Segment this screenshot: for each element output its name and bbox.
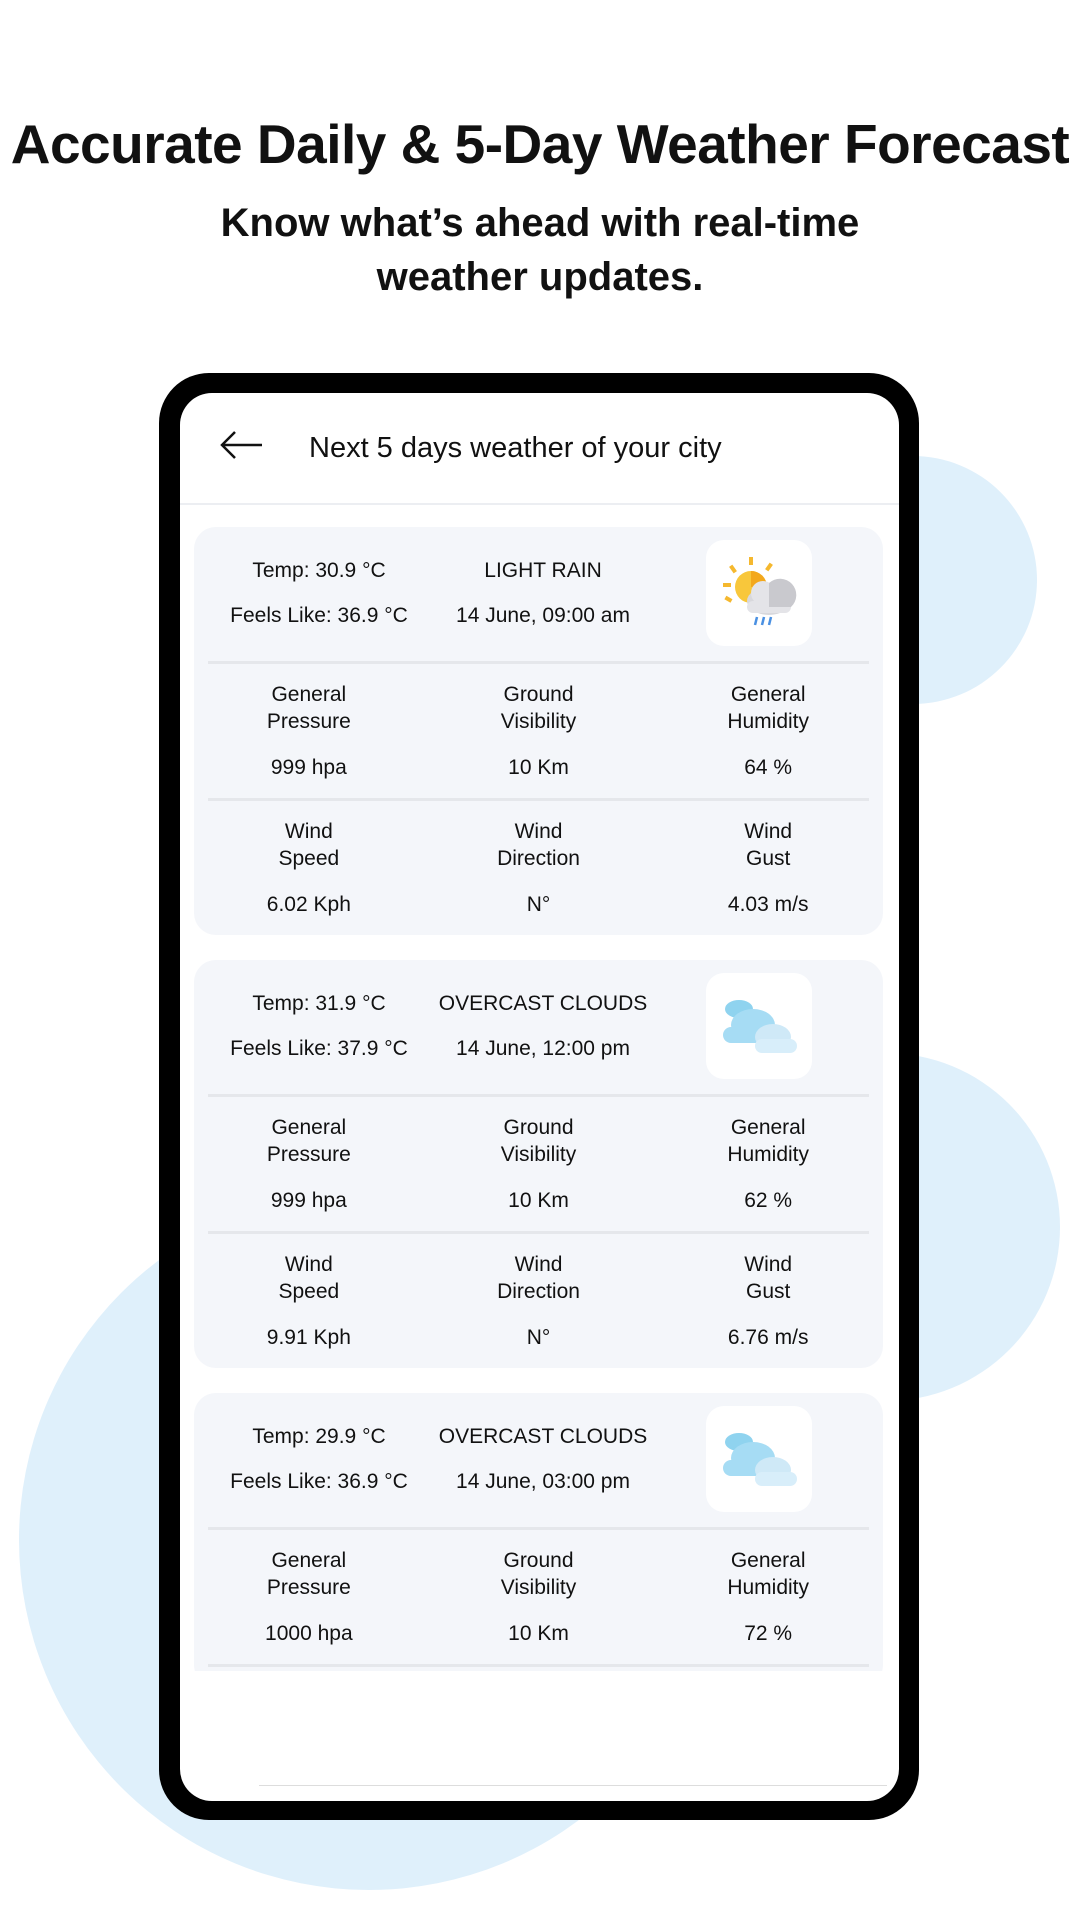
feels-like: Feels Like: 36.9 °C: [230, 1470, 408, 1493]
stat-label: Wind Speed: [278, 1253, 340, 1303]
datetime: 14 June, 09:00 am: [456, 604, 630, 627]
stat-label: Ground Visibility: [500, 683, 577, 733]
clouds-icon: [706, 973, 812, 1079]
clouds-icon: [706, 1406, 812, 1512]
stat-wind-direction: Wind Direction N°: [424, 1234, 654, 1368]
stat-label: General Pressure: [266, 1549, 351, 1599]
stat-label: Wind Direction: [497, 820, 580, 870]
stat-label: General Humidity: [727, 1549, 810, 1599]
app-bar: Next 5 days weather of your city: [180, 393, 899, 505]
divider: [208, 1527, 869, 1530]
stat-wind-direction: Wind Direction N°: [424, 801, 654, 935]
stat-label: Wind Speed: [278, 820, 340, 870]
stat-pressure: General Pressure 999 hpa: [194, 664, 424, 798]
stat-humidity: General Humidity 64 %: [653, 664, 883, 798]
stat-value: N°: [526, 1326, 551, 1349]
stat-value: 10 Km: [508, 1622, 569, 1645]
forecast-list[interactable]: Temp: 30.9 °C Feels Like: 36.9 °C LIGHT RA…: [180, 505, 899, 1671]
condition: OVERCAST CLOUDS: [438, 992, 648, 1015]
forecast-card[interactable]: Temp: 29.9 °C Feels Like: 36.9 °C OVERCAST…: [194, 1393, 883, 1671]
stat-visibility: Ground Visibility 10 Km: [424, 1530, 654, 1664]
stat-value: 72 %: [744, 1622, 793, 1645]
divider: [208, 661, 869, 664]
temperature: Temp: 31.9 °C: [252, 992, 386, 1015]
sun-cloud-rain-icon: [706, 540, 812, 646]
stat-value: 999 hpa: [270, 756, 347, 779]
stat-value: 6.76 m/s: [727, 1326, 809, 1349]
condition: LIGHT RAIN: [484, 559, 602, 582]
stat-value: 999 hpa: [270, 1189, 347, 1212]
stat-label: General Humidity: [727, 1116, 810, 1166]
condition: OVERCAST CLOUDS: [438, 1425, 648, 1448]
stat-wind-speed: Wind Speed 6.02 Kph: [194, 801, 424, 935]
stat-value: 6.02 Kph: [266, 893, 351, 916]
stat-value: 62 %: [744, 1189, 793, 1212]
phone-frame: Next 5 days weather of your city Temp: 3…: [159, 373, 919, 1820]
feels-like: Feels Like: 36.9 °C: [230, 604, 408, 627]
arrow-left-icon[interactable]: [220, 429, 264, 467]
divider: [208, 1094, 869, 1097]
stat-visibility: Ground Visibility 10 Km: [424, 1097, 654, 1231]
stat-humidity: General Humidity 62 %: [653, 1097, 883, 1231]
datetime: 14 June, 03:00 pm: [456, 1470, 630, 1493]
stat-label: Ground Visibility: [500, 1549, 577, 1599]
stat-label: Wind Gust: [744, 820, 793, 870]
divider: [208, 798, 869, 801]
stat-value: N°: [526, 893, 551, 916]
subtitle-line: Know what’s ahead with real-time: [220, 201, 860, 245]
stat-label: Wind Gust: [744, 1253, 793, 1303]
stat-pressure: General Pressure 1000 hpa: [194, 1530, 424, 1664]
stat-humidity: General Humidity 72 %: [653, 1530, 883, 1664]
divider: [208, 1231, 869, 1234]
forecast-card[interactable]: Temp: 31.9 °C Feels Like: 37.9 °C OVERCAST…: [194, 960, 883, 1368]
stat-label: General Pressure: [266, 1116, 351, 1166]
datetime: 14 June, 12:00 pm: [456, 1037, 630, 1060]
divider: [208, 1664, 869, 1667]
stat-value: 4.03 m/s: [727, 893, 809, 916]
stat-wind-gust: Wind Gust 6.76 m/s: [653, 1234, 883, 1368]
app-screen: Next 5 days weather of your city Temp: 3…: [180, 393, 899, 1801]
stat-pressure: General Pressure 999 hpa: [194, 1097, 424, 1231]
stat-value: 1000 hpa: [265, 1622, 353, 1645]
stat-label: General Pressure: [266, 683, 351, 733]
temperature: Temp: 29.9 °C: [252, 1425, 386, 1448]
stat-label: General Humidity: [727, 683, 810, 733]
stat-wind-gust: Wind Gust 4.03 m/s: [653, 801, 883, 935]
stat-value: 10 Km: [508, 756, 569, 779]
stat-value: 9.91 Kph: [266, 1326, 351, 1349]
subtitle-line: weather updates.: [376, 255, 704, 299]
stat-visibility: Ground Visibility 10 Km: [424, 664, 654, 798]
page-title: Next 5 days weather of your city: [309, 431, 722, 464]
stat-wind-speed: Wind Speed 9.91 Kph: [194, 1234, 424, 1368]
forecast-card[interactable]: Temp: 30.9 °C Feels Like: 36.9 °C LIGHT RA…: [194, 527, 883, 935]
divider: [259, 1785, 887, 1786]
promo-subtitle: Know what’s ahead with real-time weather …: [0, 196, 1080, 304]
feels-like: Feels Like: 37.9 °C: [230, 1037, 408, 1060]
temperature: Temp: 30.9 °C: [252, 559, 386, 582]
stat-value: 64 %: [744, 756, 793, 779]
stat-label: Wind Direction: [497, 1253, 580, 1303]
promo-title: Accurate Daily & 5-Day Weather Forecast: [10, 113, 1070, 175]
stat-value: 10 Km: [508, 1189, 569, 1212]
stat-label: Ground Visibility: [500, 1116, 577, 1166]
